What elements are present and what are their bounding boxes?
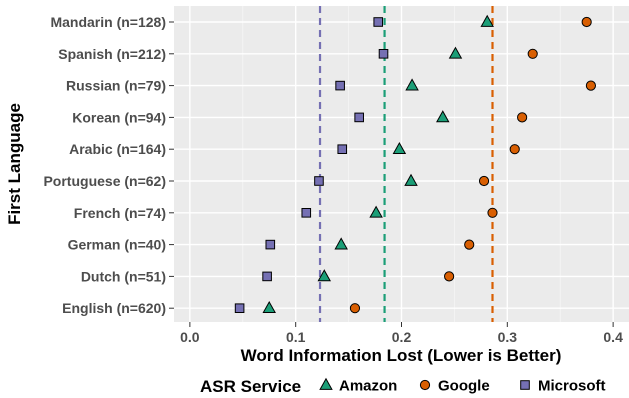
point-google xyxy=(581,16,592,28)
point-microsoft xyxy=(265,239,276,250)
y-tick-label: German (n=40) xyxy=(68,237,166,253)
mean-lines xyxy=(318,6,494,322)
point-google xyxy=(464,239,475,250)
point-microsoft xyxy=(301,208,312,218)
x-tick-label: 0.4 xyxy=(603,329,623,345)
point-amazon xyxy=(405,78,419,91)
legend-title: ASR Service xyxy=(200,377,301,396)
legend-label: Google xyxy=(438,378,490,395)
legend-items: Amazon Google Microsoft xyxy=(319,377,606,395)
point-google xyxy=(585,80,597,91)
point-google xyxy=(527,48,538,59)
point-google xyxy=(444,271,455,282)
point-amazon xyxy=(334,237,348,250)
data-points xyxy=(234,14,597,314)
y-tick-label: Dutch (n=51) xyxy=(81,268,166,284)
point-microsoft xyxy=(314,176,324,186)
y-tick-label: Arabic (n=164) xyxy=(69,141,166,157)
point-google xyxy=(509,144,520,155)
x-tick-label: 0.3 xyxy=(498,329,518,345)
point-amazon xyxy=(480,14,494,27)
legend-item-amazon: Amazon xyxy=(319,377,397,395)
y-tick-label: Korean (n=94) xyxy=(72,109,166,125)
point-amazon xyxy=(392,141,407,155)
legend-label: Amazon xyxy=(339,378,397,395)
legend-item-google: Google xyxy=(419,378,490,395)
point-microsoft xyxy=(378,49,389,59)
point-google xyxy=(349,303,361,314)
point-microsoft xyxy=(234,303,245,313)
y-tick-label: Russian (n=79) xyxy=(66,78,166,94)
point-amazon xyxy=(369,205,383,218)
y-tick-label: Portuguese (n=62) xyxy=(43,173,166,189)
legend-item-microsoft: Microsoft xyxy=(520,378,606,395)
point-amazon xyxy=(436,110,450,123)
point-amazon xyxy=(262,300,276,314)
y-tick-label: Spanish (n=212) xyxy=(58,46,166,62)
x-tick-label: 0.1 xyxy=(286,329,306,345)
grid-lines xyxy=(174,6,629,322)
point-amazon xyxy=(448,46,463,59)
legend-label: Microsoft xyxy=(538,378,606,395)
point-amazon xyxy=(404,173,418,186)
point-microsoft xyxy=(373,17,384,27)
point-microsoft xyxy=(354,112,364,123)
point-google xyxy=(487,207,498,218)
legend-key-microsoft xyxy=(520,380,530,390)
legend: ASR Service Amazon Google Microsoft xyxy=(200,377,606,396)
point-google xyxy=(517,112,528,123)
y-axis-title: First Language xyxy=(5,103,24,225)
x-axis-title: Word Information Lost (Lower is Better) xyxy=(241,346,562,365)
point-google xyxy=(478,175,490,187)
legend-key-amazon xyxy=(319,377,333,390)
x-axis: 0.0 0.1 0.2 0.3 0.4 xyxy=(180,322,623,345)
point-microsoft xyxy=(337,144,348,154)
legend-key-google xyxy=(419,379,431,391)
x-tick-label: 0.0 xyxy=(180,329,200,345)
y-tick-label: Mandarin (n=128) xyxy=(50,14,166,30)
y-tick-label: English (n=620) xyxy=(62,300,166,316)
point-amazon xyxy=(317,269,331,282)
y-tick-label: French (n=74) xyxy=(74,205,166,221)
point-microsoft xyxy=(262,271,272,282)
point-microsoft xyxy=(335,80,345,91)
x-tick-label: 0.2 xyxy=(392,329,412,345)
y-axis: Mandarin (n=128) Spanish (n=212) Russian (… xyxy=(43,14,174,316)
